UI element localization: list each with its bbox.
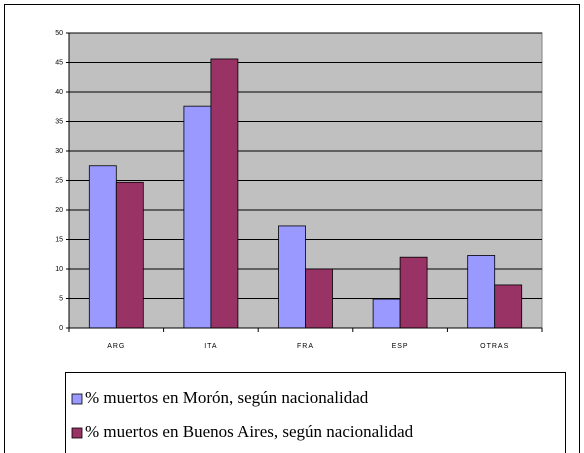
bar [467, 255, 496, 329]
x-tick-label: ITA [204, 343, 217, 350]
y-tick-label: 20 [55, 207, 63, 214]
y-tick-label: 5 [59, 295, 63, 302]
y-tick-label: 40 [55, 89, 63, 96]
bar [494, 284, 523, 329]
y-tick-label: 10 [55, 266, 63, 273]
legend [65, 372, 566, 453]
y-tick-label: 50 [55, 30, 63, 37]
legend-label: % muertos en Morón, según nacionalidad [85, 388, 369, 407]
y-tick-label: 15 [55, 236, 63, 243]
x-tick-label: ARG [107, 343, 125, 350]
x-tick-label: ESP [392, 343, 409, 350]
legend-swatch [71, 427, 83, 439]
legend-swatch [71, 393, 83, 405]
x-tick-label: OTRAS [480, 343, 509, 350]
legend-label: % muertos en Buenos Aires, según naciona… [85, 422, 414, 441]
bar [399, 256, 428, 329]
y-tick-label: 0 [59, 325, 63, 332]
y-tick-label: 45 [55, 59, 63, 66]
bar [210, 58, 239, 329]
bar [88, 165, 117, 329]
bar [115, 181, 144, 329]
y-tick-label: 30 [55, 148, 63, 155]
bar [278, 225, 306, 329]
y-tick-label: 35 [55, 118, 63, 125]
x-tick-label: FRA [297, 343, 314, 350]
bar [183, 105, 212, 329]
bar [305, 268, 333, 329]
bar [372, 298, 401, 329]
y-tick-label: 25 [55, 177, 63, 184]
